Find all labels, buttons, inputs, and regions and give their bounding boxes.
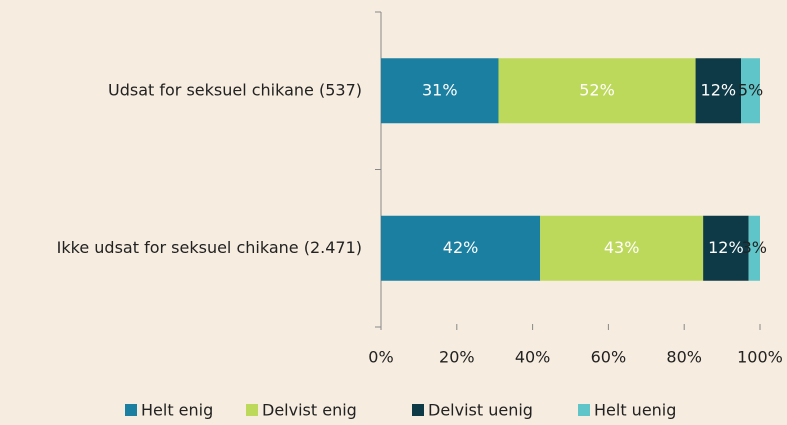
data-label: 52%: [579, 80, 615, 99]
bar-segment: [748, 215, 760, 281]
legend-label: Helt uenig: [594, 401, 676, 420]
legend-label: Helt enig: [141, 401, 213, 420]
bar-segment: [540, 215, 704, 281]
x-tick-label: 0%: [368, 348, 393, 367]
x-tick-label: 60%: [591, 348, 627, 367]
legend-label: Delvist enig: [262, 401, 357, 420]
legend-swatch: [412, 404, 424, 416]
legend-label: Delvist uenig: [428, 401, 533, 420]
bar-segment: [381, 58, 499, 124]
data-label: 3%: [742, 238, 767, 257]
data-label: 5%: [738, 80, 763, 99]
bar-segment: [703, 215, 749, 281]
data-label: 43%: [604, 238, 640, 257]
x-tick-label: 40%: [515, 348, 551, 367]
bar-segment: [695, 58, 742, 124]
bar-segment: [381, 215, 541, 281]
category-label: Udsat for seksuel chikane (537): [108, 80, 362, 99]
data-label: 12%: [701, 80, 737, 99]
data-label: 12%: [708, 238, 744, 257]
x-tick-label: 100%: [737, 348, 783, 367]
bar-segment: [741, 58, 760, 124]
x-tick-label: 80%: [666, 348, 702, 367]
data-label: 42%: [443, 238, 479, 257]
data-label: 31%: [422, 80, 458, 99]
bar-segment: [498, 58, 696, 124]
legend-swatch: [125, 404, 137, 416]
legend-swatch: [578, 404, 590, 416]
category-label: Ikke udsat for seksuel chikane (2.471): [57, 238, 362, 257]
x-tick-label: 20%: [439, 348, 475, 367]
legend-swatch: [246, 404, 258, 416]
